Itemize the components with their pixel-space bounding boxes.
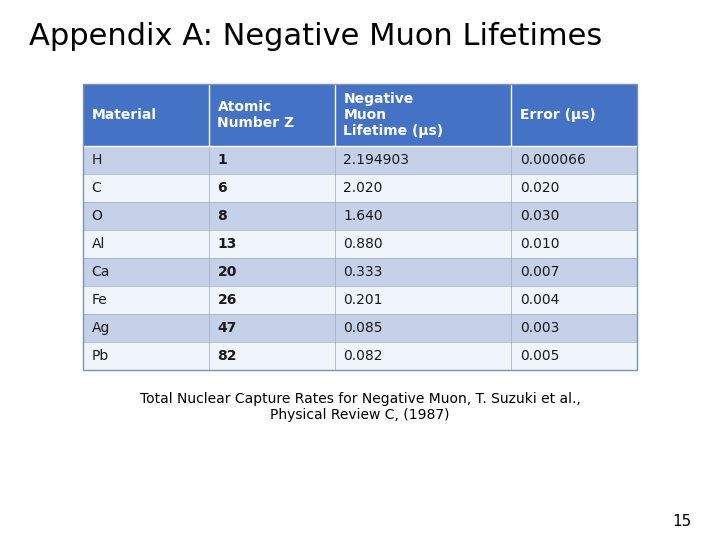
Text: Pb: Pb xyxy=(91,349,109,363)
Text: 0.003: 0.003 xyxy=(520,321,559,335)
Text: 0.007: 0.007 xyxy=(520,265,559,279)
Text: H: H xyxy=(91,153,102,167)
Text: 82: 82 xyxy=(217,349,237,363)
Text: Total Nuclear Capture Rates for Negative Muon, T. Suzuki et al.,
Physical Review: Total Nuclear Capture Rates for Negative… xyxy=(140,392,580,422)
Text: 0.880: 0.880 xyxy=(343,237,383,251)
Text: Ag: Ag xyxy=(91,321,110,335)
Text: 1.640: 1.640 xyxy=(343,209,383,223)
Text: Negative
Muon
Lifetime (μs): Negative Muon Lifetime (μs) xyxy=(343,92,444,138)
Text: 1: 1 xyxy=(217,153,228,167)
Text: 0.082: 0.082 xyxy=(343,349,383,363)
Text: Material: Material xyxy=(91,108,156,122)
Text: 0.201: 0.201 xyxy=(343,293,383,307)
Text: 2.194903: 2.194903 xyxy=(343,153,410,167)
Text: 0.333: 0.333 xyxy=(343,265,383,279)
Text: 0.030: 0.030 xyxy=(520,209,559,223)
Text: 0.010: 0.010 xyxy=(520,237,559,251)
Text: Atomic
Number Z: Atomic Number Z xyxy=(217,100,294,130)
Text: Al: Al xyxy=(91,237,105,251)
Text: O: O xyxy=(91,209,102,223)
Text: 26: 26 xyxy=(217,293,237,307)
Text: 47: 47 xyxy=(217,321,237,335)
Text: Appendix A: Negative Muon Lifetimes: Appendix A: Negative Muon Lifetimes xyxy=(29,22,602,51)
Text: 2.020: 2.020 xyxy=(343,181,383,195)
Text: 0.005: 0.005 xyxy=(520,349,559,363)
Text: 0.085: 0.085 xyxy=(343,321,383,335)
Text: 6: 6 xyxy=(217,181,227,195)
Text: 8: 8 xyxy=(217,209,228,223)
Text: Ca: Ca xyxy=(91,265,110,279)
Text: 0.020: 0.020 xyxy=(520,181,559,195)
Text: 13: 13 xyxy=(217,237,237,251)
Text: 20: 20 xyxy=(217,265,237,279)
Text: 15: 15 xyxy=(672,514,691,529)
Text: 0.004: 0.004 xyxy=(520,293,559,307)
Text: C: C xyxy=(91,181,102,195)
Text: Error (μs): Error (μs) xyxy=(520,108,595,122)
Text: Fe: Fe xyxy=(91,293,107,307)
Text: 0.000066: 0.000066 xyxy=(520,153,585,167)
